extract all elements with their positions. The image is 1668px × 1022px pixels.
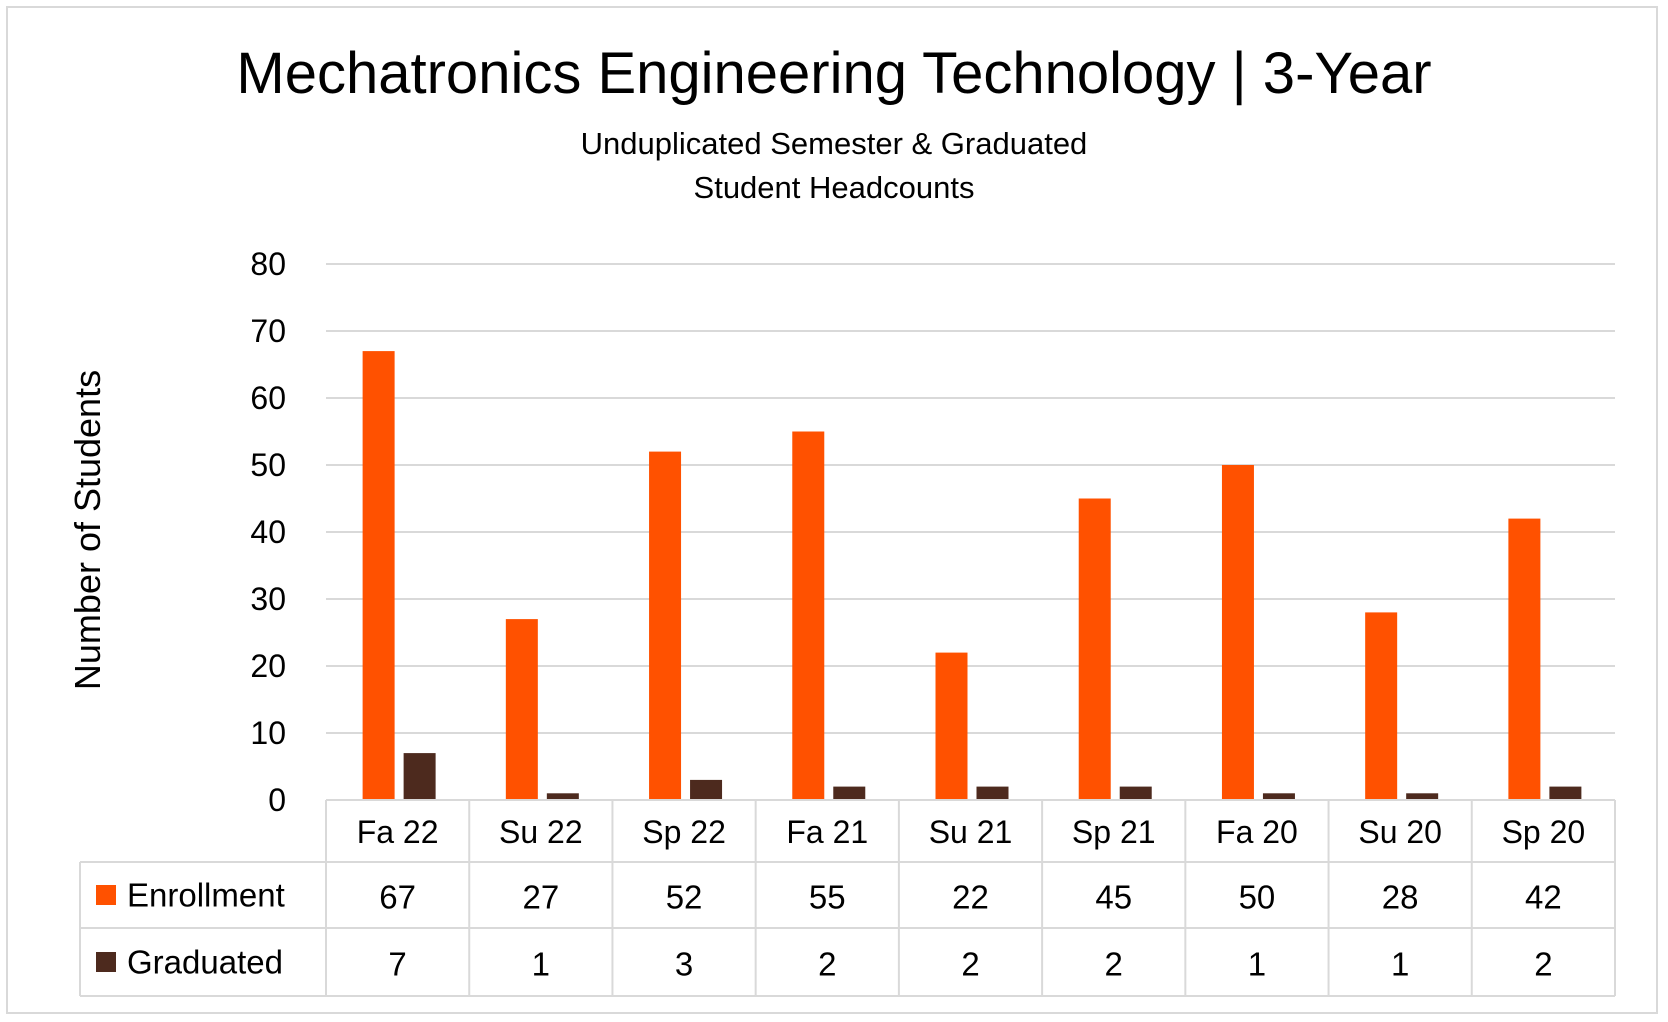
bar-graduated <box>690 779 723 800</box>
data-label-enrollment: 55 <box>809 879 846 916</box>
bar-graduated <box>403 753 436 800</box>
legend-key-graduated <box>96 952 116 972</box>
y-tick-label: 50 <box>250 447 286 483</box>
data-label-enrollment: 22 <box>952 879 989 916</box>
category-label: Fa 22 <box>357 814 439 850</box>
bar-graduated <box>1119 786 1152 800</box>
data-label-graduated: 1 <box>1248 946 1266 983</box>
data-label-enrollment: 45 <box>1095 879 1132 916</box>
bar-enrollment <box>649 451 682 800</box>
chart-subtitle: Unduplicated Semester & Graduated Studen… <box>0 122 1668 210</box>
y-tick-label: 70 <box>250 313 286 349</box>
category-label: Su 20 <box>1358 814 1442 850</box>
data-label-graduated: 1 <box>532 946 550 983</box>
data-label-graduated: 2 <box>1105 946 1123 983</box>
category-label: Sp 21 <box>1072 814 1156 850</box>
data-label-enrollment: 27 <box>522 879 559 916</box>
bar-enrollment <box>1078 498 1111 800</box>
data-label-graduated: 2 <box>818 946 836 983</box>
data-label-graduated: 7 <box>388 946 406 983</box>
y-tick-label: 40 <box>250 514 286 550</box>
data-label-graduated: 2 <box>961 946 979 983</box>
y-tick-label: 30 <box>250 581 286 617</box>
bar-graduated <box>976 786 1009 800</box>
data-label-enrollment: 52 <box>666 879 703 916</box>
y-tick-label: 0 <box>268 782 286 818</box>
category-label: Sp 20 <box>1502 814 1586 850</box>
chart-title: Mechatronics Engineering Technology | 3-… <box>236 41 1432 106</box>
chart-subtitle-line-1: Unduplicated Semester & Graduated <box>580 126 1088 161</box>
chart-frame <box>6 6 1658 1014</box>
data-label-enrollment: 42 <box>1525 879 1562 916</box>
y-tick-label: 10 <box>250 715 286 751</box>
category-label: Fa 21 <box>786 814 868 850</box>
category-label: Su 21 <box>929 814 1013 850</box>
y-tick-label: 60 <box>250 380 286 416</box>
bar-enrollment <box>362 351 395 800</box>
y-tick-label: 80 <box>250 246 286 282</box>
data-label-enrollment: 67 <box>379 879 416 916</box>
data-label-graduated: 2 <box>1534 946 1552 983</box>
category-label: Fa 20 <box>1216 814 1298 850</box>
chart-subtitle-line-2: Student Headcounts <box>693 170 975 205</box>
legend-label-graduated: Graduated <box>127 944 283 981</box>
data-label-graduated: 1 <box>1391 946 1409 983</box>
category-label: Sp 22 <box>642 814 726 850</box>
bar-enrollment <box>1221 465 1254 800</box>
bar-enrollment <box>1365 612 1398 800</box>
y-tick-label: 20 <box>250 648 286 684</box>
bar-graduated <box>1262 793 1295 800</box>
data-label-enrollment: 50 <box>1239 879 1276 916</box>
legend-label-enrollment: Enrollment <box>127 877 285 914</box>
bar-graduated <box>1406 793 1439 800</box>
bar-enrollment <box>792 431 825 800</box>
category-label: Su 22 <box>499 814 583 850</box>
bar-enrollment <box>935 652 968 800</box>
bar-graduated <box>546 793 579 800</box>
data-label-enrollment: 28 <box>1382 879 1419 916</box>
data-label-graduated: 3 <box>675 946 693 983</box>
legend-key-enrollment <box>96 885 116 905</box>
bar-graduated <box>1549 786 1582 800</box>
bar-enrollment <box>1508 518 1541 800</box>
bar-graduated <box>833 786 866 800</box>
bar-enrollment <box>505 619 538 800</box>
